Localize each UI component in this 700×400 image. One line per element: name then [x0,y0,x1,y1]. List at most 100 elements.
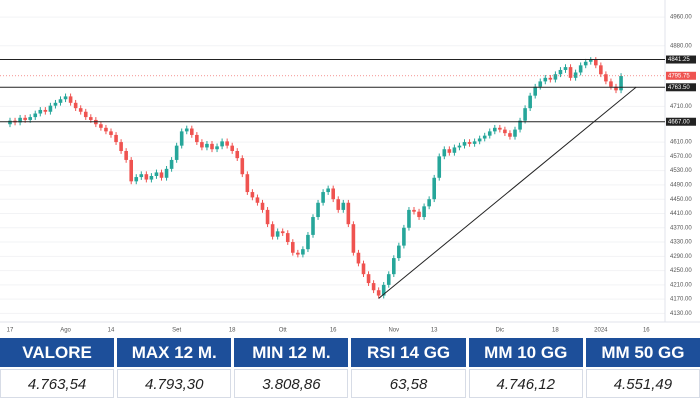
x-tick-label: 16 [643,328,650,334]
candle-body [422,206,426,218]
candle-body [482,135,487,139]
candle-body [58,99,63,103]
candle-body [255,197,260,203]
candle-body [270,224,275,237]
candle-body [402,227,406,246]
candle-body [73,102,78,109]
candle-body [503,129,507,134]
candle-body [331,188,335,200]
value-cell: 4.551,49 [585,369,700,398]
candle-body [139,174,144,178]
header-cell: RSI 14 GG [351,338,466,367]
candle-body [487,131,492,136]
level-label: 4841.25 [668,57,690,63]
x-tick-label: Nov [388,328,399,334]
y-tick-label: 4370.00 [670,225,692,231]
candle-body [43,109,48,112]
y-tick-label: 4210.00 [670,282,692,288]
y-tick-label: 4330.00 [670,240,692,246]
header-cell: MM 50 GG [585,338,700,367]
x-tick-label: 2024 [594,328,608,334]
candle-body [336,199,341,210]
candle-body [341,202,346,210]
candle-body [462,142,467,146]
level-label-box [666,83,696,92]
candle-body [240,158,245,175]
candle-body [594,59,598,66]
candle-body [578,65,583,73]
candle-body [553,74,558,80]
level-label-box [666,117,696,126]
candle-body [599,65,603,75]
y-tick-label: 4710.00 [670,104,692,110]
candle-body [179,131,184,146]
candle-body [346,202,351,225]
candle-body [573,72,578,78]
x-tick-label: Ago [60,328,71,334]
candle-body [154,172,159,176]
candle-body [351,224,356,253]
candle-body [265,209,270,225]
candle-body [159,172,164,178]
candle-body [104,127,108,132]
candle-body [508,133,512,137]
candle-body [200,142,204,148]
y-tick-label: 4880.00 [670,43,692,49]
candle-body [195,134,199,143]
candle-body [452,147,457,153]
candle-body [371,283,376,291]
candle-body [215,146,219,150]
candle-body [174,145,179,160]
candle-body [417,211,421,218]
candle-body [407,209,411,228]
candle-body [68,96,73,103]
y-tick-label: 4450.00 [670,197,692,203]
candle-body [260,202,265,210]
y-tick-label: 4490.00 [670,182,692,188]
candle-body [513,129,517,137]
candle-body [114,134,118,143]
candle-body [164,168,169,178]
plot-background [0,0,700,322]
candle-body [366,274,371,284]
candle-body [619,76,623,91]
candle-body [119,142,123,152]
candle-body [583,61,588,66]
candle-body [18,117,22,123]
candle-body [28,117,32,120]
candle-body [588,59,593,62]
candle-body [235,151,240,159]
candle-body [614,86,618,91]
candle-body [38,109,43,114]
candle-body [296,252,300,255]
candle-body [210,143,214,150]
x-tick-label: Set [172,328,181,334]
level-label: 4667.00 [668,119,690,125]
candle-body [129,159,133,182]
candle-body [316,202,320,218]
header-cell: VALORE [0,338,115,367]
candle-body [99,124,103,128]
y-tick-label: 4130.00 [670,311,692,317]
candle-body [326,188,330,193]
last-price-label: 4795.75 [668,73,690,79]
candle-body [392,258,396,275]
candle-body [63,96,68,100]
candle-body [563,67,568,70]
candle-body [124,151,128,160]
candle-body [134,177,139,182]
value-cell: 3.808,86 [234,369,349,398]
candle-body [8,120,12,125]
chart: 4960.00 4880.00 4710.00 4610.00 4570.00 4530.… [0,0,700,334]
x-tick-label: 14 [108,328,115,334]
x-tick-label: 13 [431,328,438,334]
candle-body [397,245,401,259]
candle-body [604,74,608,82]
candle-body [437,156,442,178]
candle-body [361,263,366,275]
y-tick-label: 4610.00 [670,140,692,146]
candle-body [447,149,452,153]
candle-body [533,86,537,96]
candle-body [190,128,194,135]
candle-body [311,217,315,235]
